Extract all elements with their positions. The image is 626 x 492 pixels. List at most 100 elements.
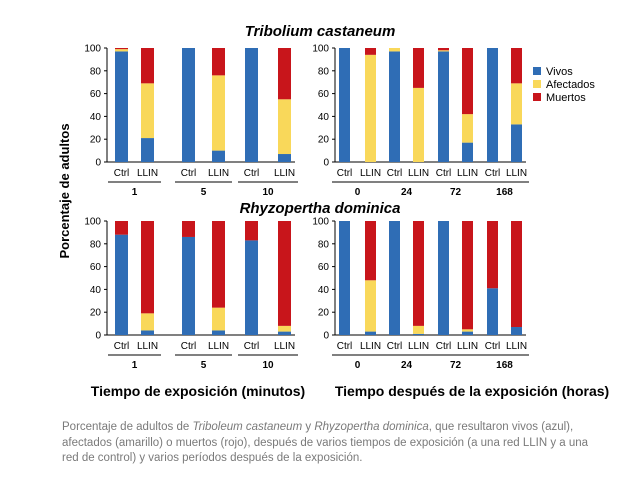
bar-segment-vivos xyxy=(487,288,498,335)
bar-segment-muertos xyxy=(511,48,522,84)
bar-segment-vivos xyxy=(389,221,400,335)
bar-segment-afectados xyxy=(115,49,128,52)
bar-segment-muertos xyxy=(182,221,195,237)
group-label: 0 xyxy=(355,187,361,198)
group-label: 10 xyxy=(262,187,274,198)
group-label: 168 xyxy=(496,360,513,371)
bar-category-label: Ctrl xyxy=(485,168,501,179)
bar-category-label: LLIN xyxy=(457,341,478,352)
bar-category-label: LLIN xyxy=(506,341,527,352)
bar-category-label: Ctrl xyxy=(387,341,403,352)
bar-segment-muertos xyxy=(462,48,473,115)
bar-segment-afectados xyxy=(462,329,473,332)
caption-species-1: Triboleum castaneum xyxy=(192,421,303,433)
bar-segment-muertos xyxy=(487,221,498,289)
bar-category-label: LLIN xyxy=(408,341,429,352)
bar-category-label: LLIN xyxy=(360,168,381,179)
bar-segment-vivos xyxy=(389,51,400,162)
y-tick-label: 20 xyxy=(90,135,102,146)
group-label: 1 xyxy=(132,360,138,371)
y-tick-label: 20 xyxy=(318,135,330,146)
bar-segment-afectados xyxy=(413,87,424,162)
bar-segment-vivos xyxy=(212,330,225,335)
bar-category-label: Ctrl xyxy=(114,168,130,179)
bar-segment-muertos xyxy=(365,48,376,55)
group-label: 72 xyxy=(450,187,462,198)
bar-segment-vivos xyxy=(212,150,225,162)
bar-category-label: Ctrl xyxy=(387,168,403,179)
bar-category-label: Ctrl xyxy=(181,168,197,179)
bar-category-label: LLIN xyxy=(208,168,229,179)
bar-segment-afectados xyxy=(212,75,225,151)
bar-category-label: Ctrl xyxy=(436,168,452,179)
group-label: 24 xyxy=(401,187,413,198)
group-label: 5 xyxy=(201,187,207,198)
bar-category-label: Ctrl xyxy=(337,341,353,352)
caption-species-2: Rhyzopertha dominica xyxy=(314,421,429,433)
group-label: 24 xyxy=(401,360,413,371)
y-tick-label: 40 xyxy=(318,112,330,123)
bar-segment-vivos xyxy=(511,124,522,162)
group-label: 5 xyxy=(201,360,207,371)
bar-segment-vivos xyxy=(438,221,449,335)
bar-segment-vivos xyxy=(182,236,195,335)
bar-category-label: LLIN xyxy=(408,168,429,179)
bar-category-label: LLIN xyxy=(457,168,478,179)
group-label: 1 xyxy=(132,187,138,198)
bar-segment-afectados xyxy=(438,50,449,52)
bar-segment-afectados xyxy=(462,114,473,143)
bar-segment-afectados xyxy=(365,280,376,332)
bar-segment-vivos xyxy=(487,48,498,162)
y-tick-label: 60 xyxy=(318,89,330,100)
y-tick-label: 40 xyxy=(90,285,102,296)
y-tick-label: 100 xyxy=(312,217,329,228)
bar-segment-muertos xyxy=(462,221,473,330)
legend-label-afectados: Afectados xyxy=(546,79,595,91)
bar-segment-vivos xyxy=(141,138,154,162)
group-label: 10 xyxy=(262,360,274,371)
y-tick-label: 0 xyxy=(323,331,329,342)
bar-segment-muertos xyxy=(365,221,376,281)
y-tick-label: 80 xyxy=(90,239,102,250)
bar-segment-muertos xyxy=(141,48,154,84)
bar-segment-afectados xyxy=(141,313,154,331)
caption-middle: y xyxy=(302,421,315,433)
bar-segment-muertos xyxy=(115,221,128,235)
x-axis-title-right: Tiempo después de la exposición (horas) xyxy=(335,383,609,399)
y-axis-title: Porcentaje de adultos xyxy=(57,123,72,258)
bar-category-label: LLIN xyxy=(208,341,229,352)
bar-segment-afectados xyxy=(278,325,291,332)
species-title: Tribolium castaneum xyxy=(245,23,396,40)
bar-category-label: LLIN xyxy=(137,341,158,352)
bar-segment-vivos xyxy=(511,327,522,335)
bar-segment-muertos xyxy=(413,221,424,326)
bar-segment-vivos xyxy=(339,221,350,335)
bar-segment-vivos xyxy=(141,330,154,335)
y-tick-label: 60 xyxy=(90,262,102,273)
y-tick-label: 100 xyxy=(84,44,101,55)
bar-segment-afectados xyxy=(389,48,400,52)
bar-segment-muertos xyxy=(511,221,522,328)
bar-segment-muertos xyxy=(212,48,225,76)
bar-segment-afectados xyxy=(141,83,154,139)
bar-category-label: Ctrl xyxy=(181,341,197,352)
bar-segment-muertos xyxy=(278,48,291,100)
y-tick-label: 0 xyxy=(323,158,329,169)
legend-swatch-muertos xyxy=(533,93,541,101)
legend-label-vivos: Vivos xyxy=(546,66,573,78)
bar-segment-afectados xyxy=(278,99,291,155)
bar-category-label: LLIN xyxy=(274,341,295,352)
legend-swatch-vivos xyxy=(533,67,541,75)
y-tick-label: 80 xyxy=(90,66,102,77)
bar-segment-afectados xyxy=(511,83,522,125)
bar-segment-vivos xyxy=(182,48,195,162)
y-tick-label: 20 xyxy=(90,308,102,319)
bar-segment-vivos xyxy=(278,154,291,162)
y-tick-label: 0 xyxy=(95,331,101,342)
y-tick-label: 60 xyxy=(90,89,102,100)
bar-category-label: Ctrl xyxy=(244,341,260,352)
y-tick-label: 40 xyxy=(90,112,102,123)
bar-segment-vivos xyxy=(462,142,473,162)
bar-category-label: LLIN xyxy=(274,168,295,179)
bar-segment-afectados xyxy=(212,307,225,331)
